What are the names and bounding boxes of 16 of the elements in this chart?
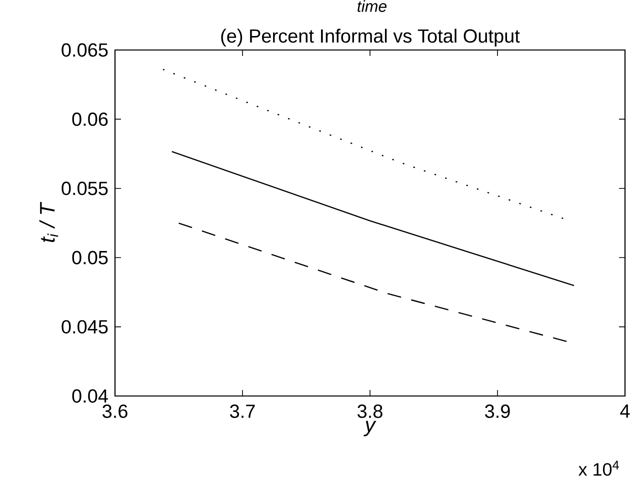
y-tick-label: 0.065 — [62, 43, 108, 57]
y-tick-label: 0.055 — [62, 182, 108, 196]
y-tick-label: 0.04 — [72, 389, 108, 403]
x-tick-label: 3.8 — [358, 404, 382, 418]
x-tick-label: 4 — [620, 404, 630, 418]
chart-title: (e) Percent Informal vs Total Output — [221, 28, 520, 46]
x-tick-label: 3.7 — [230, 404, 255, 418]
y-axis-title: t$_{i}$ / T — [39, 202, 58, 242]
x-tick-label: 3.6 — [102, 404, 128, 418]
y-tick-label: 0.06 — [72, 112, 108, 126]
text: x 10$^{4}$ — [578, 460, 619, 476]
y-tick-label: 0.05 — [72, 250, 108, 264]
text: time — [358, 0, 387, 12]
y-tick-label: 0.045 — [62, 320, 108, 334]
x-axis-title: y — [364, 420, 376, 436]
x-tick-label: 3.9 — [485, 404, 510, 418]
